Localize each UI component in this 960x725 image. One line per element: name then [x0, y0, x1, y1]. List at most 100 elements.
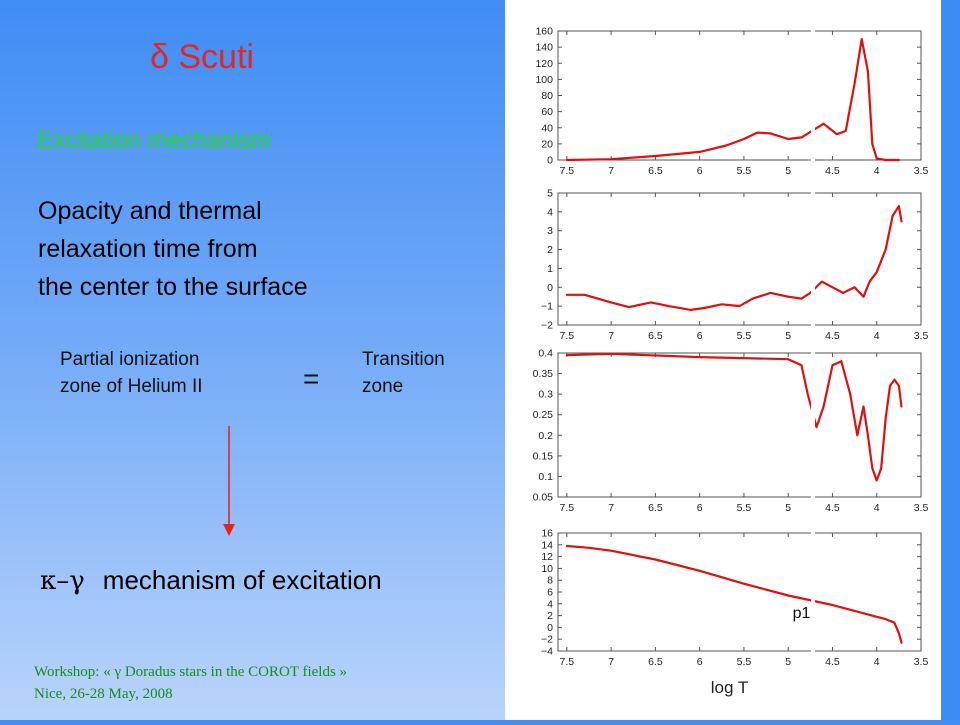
x-tick-label: 5.5	[737, 165, 752, 177]
x-tick-label: 5	[785, 502, 791, 514]
y-tick-label: 0.2	[538, 430, 553, 442]
x-axis-label: log T	[711, 678, 749, 697]
x-tick-label: 5.5	[737, 502, 752, 514]
x-tick-label: 6.5	[648, 656, 663, 668]
x-tick-label: 7	[608, 165, 614, 177]
y-tick-label: −2	[541, 320, 553, 332]
down-arrow-icon	[223, 426, 235, 536]
transition-line: zone	[362, 376, 404, 397]
equals-sign: =	[303, 363, 320, 394]
y-tick-label: 14	[541, 539, 553, 551]
x-tick-label: 5.5	[737, 330, 752, 342]
y-tick-label: 3	[547, 225, 553, 237]
y-tick-label: 8	[547, 575, 553, 587]
x-tick-label: 6	[697, 165, 703, 177]
y-tick-label: 0	[547, 622, 553, 634]
y-tick-label: 5	[547, 188, 553, 200]
plot-frame	[557, 192, 922, 326]
x-tick-label: 6	[697, 656, 703, 668]
description-line: Opacity and thermal	[38, 197, 262, 225]
description-line: relaxation time from	[38, 235, 258, 263]
y-tick-label: 140	[535, 42, 553, 54]
x-tick-label: 7.5	[560, 502, 575, 514]
y-tick-label: 0.15	[533, 450, 554, 462]
y-tick-label: 0.05	[533, 492, 554, 504]
y-tick-label: 60	[541, 106, 553, 118]
y-tick-label: 100	[535, 74, 553, 86]
partial-ionization-line: zone of Helium II	[60, 376, 203, 397]
right-border-strip	[941, 0, 960, 720]
x-tick-label: 6	[697, 330, 703, 342]
x-tick-label: 3.5	[914, 165, 929, 177]
y-tick-label: 0.3	[538, 389, 553, 401]
y-tick-label: 4	[547, 598, 553, 610]
y-tick-label: 4	[547, 206, 553, 218]
stacked-line-charts: 7.5 7 6.5 6 5.5 5 4.5 4 3.5160140120100806040200…	[533, 26, 929, 698]
series-line	[565, 544, 903, 644]
x-tick-label: 7.5	[560, 165, 575, 177]
y-tick-label: 120	[535, 58, 553, 70]
y-tick-label: −4	[541, 646, 553, 658]
slide-title: δ Scuti	[150, 38, 254, 76]
y-tick-label: 1	[547, 263, 553, 275]
x-tick-label: 5	[785, 656, 791, 668]
footer-line: Workshop: « γ Doradus stars in the COROT…	[34, 664, 348, 680]
y-tick-label: 0	[547, 282, 553, 294]
y-tick-label: 40	[541, 122, 553, 134]
x-tick-label: 6	[697, 502, 703, 514]
transition-zone-label: Transition zone	[362, 346, 445, 400]
y-tick-label: 20	[541, 138, 553, 150]
kappa-gamma-symbol: κ–γ	[40, 566, 85, 596]
y-tick-label: 0.1	[538, 471, 553, 483]
y-tick-label: 16	[541, 528, 553, 540]
y-tick-label: 0	[547, 155, 553, 167]
x-tick-label: 4	[874, 330, 880, 342]
p1-annotation: p1	[793, 605, 811, 622]
x-tick-label: 5	[785, 330, 791, 342]
y-tick-label: 10	[541, 563, 553, 575]
panel-seam	[810, 531, 815, 653]
x-tick-label: 7	[608, 330, 614, 342]
panel-seam	[810, 191, 815, 327]
y-tick-label: 0.35	[533, 368, 554, 380]
x-tick-label: 4.5	[825, 165, 840, 177]
series-line	[565, 352, 903, 482]
x-tick-label: 5	[785, 165, 791, 177]
x-tick-label: 7.5	[560, 656, 575, 668]
partial-ionization-line: Partial ionization	[60, 349, 200, 370]
y-tick-label: 6	[547, 587, 553, 599]
x-tick-label: 7	[608, 656, 614, 668]
x-tick-label: 4.5	[825, 330, 840, 342]
x-tick-label: 3.5	[914, 656, 929, 668]
y-tick-label: −1	[541, 301, 553, 313]
description-line: the center to the surface	[38, 273, 308, 301]
description-text: Opacity and thermal relaxation time from…	[38, 192, 308, 306]
y-tick-label: 2	[547, 244, 553, 256]
x-tick-label: 3.5	[914, 330, 929, 342]
y-tick-label: 12	[541, 551, 553, 563]
mechanism-text: mechanism of excitation	[102, 565, 382, 595]
x-tick-label: 6.5	[648, 502, 663, 514]
y-tick-label: 0.4	[538, 348, 553, 360]
x-tick-label: 7	[608, 502, 614, 514]
plot-panel: 7.5 7 6.5 6 5.5 5 4.5 4 3.5 160 140 120 100 80 60 40 20 0…	[505, 0, 941, 720]
transition-line: Transition	[362, 349, 445, 370]
x-tick-label: 4.5	[825, 656, 840, 668]
y-tick-label: 0.25	[533, 409, 554, 421]
x-tick-label: 6.5	[648, 165, 663, 177]
plot-frame	[557, 352, 922, 498]
x-tick-label: 4	[874, 165, 880, 177]
series-line	[565, 38, 900, 162]
x-tick-label: 4	[874, 502, 880, 514]
workshop-footer: Workshop: « γ Doradus stars in the COROT…	[34, 661, 347, 705]
mechanism-line: κ–γ mechanism of excitation	[40, 565, 382, 596]
y-tick-label: 2	[547, 610, 553, 622]
x-tick-label: 6.5	[648, 330, 663, 342]
x-tick-label: 7.5	[560, 330, 575, 342]
y-tick-label: −2	[541, 634, 553, 646]
panel-seam	[810, 351, 815, 499]
y-tick-label: 160	[535, 26, 553, 38]
panel-seam	[810, 29, 815, 162]
x-tick-label: 4.5	[825, 502, 840, 514]
